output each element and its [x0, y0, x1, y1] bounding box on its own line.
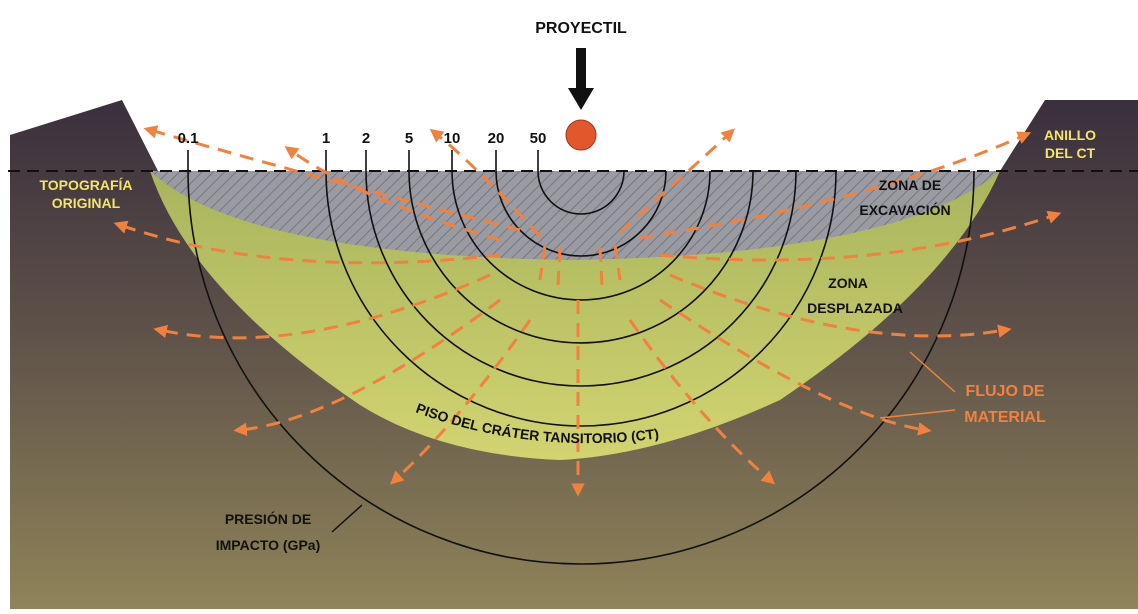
- pressure-label-leader: [331, 504, 363, 533]
- isobar-2: [365, 150, 797, 387]
- diagram-title: PROYECTIL: [535, 20, 627, 37]
- pressure-value-10: 10: [444, 130, 461, 147]
- material-flow-label-line1: FLUJO DE: [965, 383, 1044, 400]
- flow-arrow: [669, 273, 1012, 338]
- flow-arrow: [113, 220, 501, 265]
- pressure-label-line2: IMPACTO (GPa): [216, 537, 321, 553]
- pressure-value-20: 20: [488, 130, 505, 147]
- flow-arrow: [659, 298, 932, 436]
- isobar-50: [537, 150, 625, 215]
- flow-arrow: [538, 244, 547, 281]
- pressure-value-labels: 0.1 1 2 5 10 20 50: [178, 130, 547, 147]
- flow-arrow: [613, 244, 622, 281]
- material-flow-leader: [879, 351, 956, 419]
- pressure-value-2: 2: [362, 130, 370, 147]
- excavation-zone: [150, 171, 1000, 260]
- pressure-value-0-1: 0.1: [178, 130, 199, 147]
- isobar-5: [408, 150, 754, 344]
- isobar-10: [451, 150, 711, 301]
- pressure-value-50: 50: [530, 130, 547, 147]
- pressure-label-line1: PRESIÓN DE: [225, 510, 311, 527]
- flow-arrow: [143, 125, 521, 232]
- material-flow-arrows: [113, 125, 1062, 497]
- original-topography-label-line2: ORIGINAL: [52, 195, 121, 211]
- original-topography-label-line1: TOPOGRAFÍA: [39, 177, 132, 193]
- pressure-value-1: 1: [322, 130, 330, 147]
- ct-rim-label-line1: ANILLO: [1044, 127, 1096, 143]
- flow-arrow: [153, 273, 491, 340]
- material-flow-label-line2: MATERIAL: [964, 409, 1046, 426]
- excavation-zone-label-line2: EXCAVACIÓN: [859, 201, 950, 218]
- displaced-zone-label-line1: ZONA: [828, 275, 868, 291]
- flow-arrow: [390, 319, 532, 485]
- displaced-zone-label-line2: DESPLAZADA: [807, 300, 903, 316]
- isobar-0-1: [187, 150, 975, 565]
- excavation-zone-label-line1: ZONA DE: [879, 177, 941, 193]
- flow-arrow: [639, 131, 1032, 240]
- flow-arrow: [233, 298, 501, 437]
- flow-arrow: [598, 247, 604, 286]
- isobar-1: [325, 150, 837, 427]
- projectile-sphere: [565, 119, 597, 151]
- pressure-isobars: [187, 150, 975, 565]
- flow-arrow: [628, 319, 776, 485]
- flow-arrow: [284, 146, 501, 242]
- flow-arrow: [659, 210, 1062, 262]
- flow-arrow: [556, 247, 562, 286]
- ct-rim-label-line2: DEL CT: [1045, 145, 1096, 161]
- down-arrow-icon: [568, 48, 594, 110]
- pressure-value-5: 5: [405, 130, 413, 147]
- isobar-20: [495, 150, 667, 257]
